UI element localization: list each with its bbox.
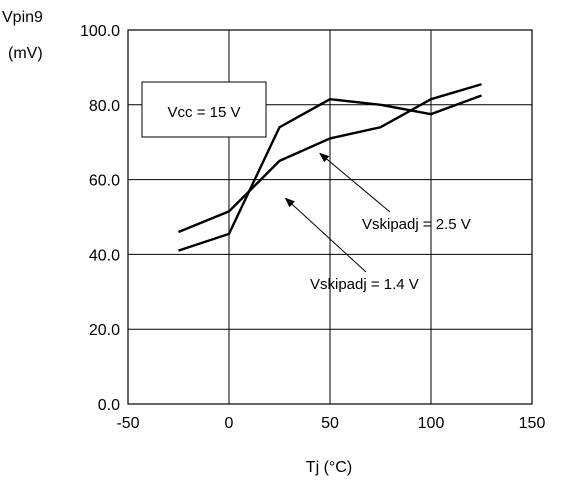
x-tick-label: 150 bbox=[519, 415, 546, 432]
x-tick-label: 50 bbox=[321, 415, 339, 432]
series-line-2 bbox=[178, 94, 482, 252]
y-tick-label: 40.0 bbox=[89, 247, 120, 264]
annotation-label-2: Vskipadj = 1.4 V bbox=[310, 276, 419, 293]
annotation-label-1: Vskipadj = 2.5 V bbox=[362, 216, 471, 233]
y-tick-label: 60.0 bbox=[89, 173, 120, 190]
condition-box: Vcc = 15 V bbox=[141, 81, 267, 138]
y-tick-label: 80.0 bbox=[89, 98, 120, 115]
annotation-arrow-2 bbox=[284, 197, 367, 273]
x-tick-label: 0 bbox=[225, 415, 234, 432]
x-tick-labels: -50 0 50 100 150 bbox=[116, 415, 545, 432]
annotations: Vskipadj = 2.5 V Vskipadj = 1.4 V bbox=[284, 152, 471, 293]
x-tick-label: -50 bbox=[116, 415, 139, 432]
x-axis-label: Tj (°C) bbox=[306, 459, 352, 476]
y-tick-labels: 0.0 20.0 40.0 60.0 80.0 100.0 bbox=[80, 23, 120, 414]
series-line-1 bbox=[178, 83, 482, 234]
plot-frame bbox=[127, 29, 533, 405]
x-tick-label: 100 bbox=[418, 415, 445, 432]
series-group bbox=[178, 83, 482, 252]
y-tick-label: 0.0 bbox=[98, 397, 120, 414]
y-axis-unit: (mV) bbox=[8, 45, 43, 62]
condition-label: Vcc = 15 V bbox=[168, 104, 241, 121]
annotation-arrow-1 bbox=[319, 152, 391, 213]
y-tick-label: 100.0 bbox=[80, 23, 120, 40]
y-axis-label: Vpin9 bbox=[2, 9, 43, 26]
y-tick-label: 20.0 bbox=[89, 322, 120, 339]
